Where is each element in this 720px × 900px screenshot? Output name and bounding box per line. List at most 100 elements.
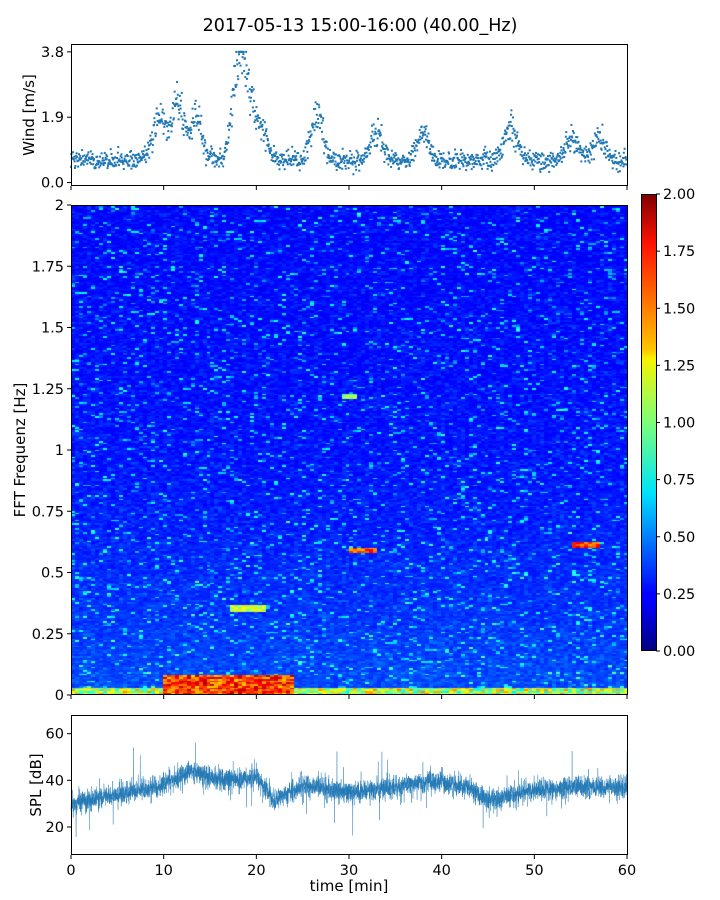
wind-point	[502, 136, 505, 139]
wind-point	[84, 158, 87, 161]
wind-point	[216, 156, 219, 159]
wind-point	[243, 57, 246, 60]
wind-point	[91, 153, 94, 156]
wind-point	[519, 144, 522, 147]
wind-point	[208, 155, 211, 158]
wind-y-tick-label: 1.9	[41, 110, 64, 126]
wind-point	[494, 148, 497, 151]
wind-point	[461, 156, 464, 159]
colorbar-ticks: 0.00 0.25 0.50 0.75 1.00 1.25 1.50 1.75 2.00	[656, 187, 695, 660]
wind-point	[303, 156, 306, 159]
wind-point	[453, 166, 456, 169]
wind-point	[129, 155, 132, 158]
wind-point	[393, 154, 396, 157]
wind-point	[83, 154, 86, 157]
wind-point	[410, 149, 413, 152]
wind-point	[125, 159, 128, 162]
wind-point	[338, 155, 341, 158]
wind-point	[621, 161, 624, 164]
wind-point	[334, 153, 337, 156]
wind-point	[81, 162, 84, 165]
wind-point	[484, 156, 487, 159]
wind-point	[117, 159, 120, 162]
wind-point	[149, 142, 152, 145]
wind-point	[73, 155, 76, 158]
wind-point	[623, 163, 626, 166]
wind-point	[515, 134, 518, 137]
wind-point	[575, 136, 578, 139]
wind-point	[588, 149, 591, 152]
wind-point	[519, 153, 522, 156]
wind-point	[154, 132, 157, 135]
wind-point	[271, 156, 274, 159]
wind-point	[137, 161, 140, 164]
wind-point	[587, 159, 590, 162]
wind-point	[313, 123, 316, 126]
colorbar-tick-label: 2.00	[663, 187, 695, 203]
wind-scatter-panel: 0.0 1.9 3.8 Wind [m/s]	[20, 44, 628, 192]
wind-point	[77, 165, 80, 168]
wind-point	[442, 152, 445, 155]
wind-point	[179, 104, 182, 107]
wind-point	[496, 151, 499, 154]
wind-point	[569, 150, 572, 153]
wind-point	[333, 163, 336, 166]
wind-point	[305, 142, 308, 145]
wind-point	[488, 157, 491, 160]
wind-point	[409, 161, 412, 164]
wind-point	[565, 141, 568, 144]
wind-point	[592, 144, 595, 147]
wind-point	[496, 146, 499, 149]
wind-point	[89, 150, 92, 153]
wind-point	[142, 150, 145, 153]
wind-point	[333, 156, 336, 159]
wind-point	[545, 157, 548, 160]
wind-point	[417, 138, 420, 141]
wind-point	[131, 153, 134, 156]
wind-point	[572, 131, 575, 134]
wind-point	[332, 152, 335, 155]
wind-point	[404, 158, 407, 161]
wind-point	[183, 112, 186, 115]
wind-point	[543, 167, 546, 170]
wind-point	[110, 163, 113, 166]
wind-point	[80, 157, 83, 160]
wind-point	[98, 155, 101, 158]
wind-point	[543, 163, 546, 166]
wind-point	[169, 120, 172, 123]
wind-point	[327, 153, 330, 156]
wind-point	[180, 91, 183, 94]
wind-point	[228, 124, 231, 127]
wind-point	[184, 120, 187, 123]
wind-point	[371, 130, 374, 133]
wind-point	[419, 131, 422, 134]
wind-point	[301, 160, 304, 163]
wind-point	[336, 162, 339, 165]
wind-point	[442, 166, 445, 169]
wind-point	[128, 159, 131, 162]
wind-point	[230, 125, 233, 128]
wind-point	[137, 152, 140, 155]
wind-point	[161, 108, 164, 111]
wind-point	[242, 53, 245, 56]
wind-point	[240, 50, 243, 53]
wind-point	[100, 162, 103, 165]
wind-point	[82, 163, 85, 166]
wind-point	[275, 151, 278, 154]
wind-point	[180, 99, 183, 102]
wind-point	[420, 125, 423, 128]
wind-point	[264, 132, 267, 135]
wind-point	[281, 153, 284, 156]
wind-point	[176, 103, 179, 106]
wind-point	[591, 147, 594, 150]
wind-point	[213, 165, 216, 168]
wind-point	[75, 152, 78, 155]
wind-point	[582, 149, 585, 152]
spl-y-tick-label: 60	[46, 727, 64, 743]
wind-point	[253, 110, 256, 113]
wind-point	[391, 157, 394, 160]
wind-point	[573, 150, 576, 153]
wind-point	[354, 161, 357, 164]
wind-point	[106, 155, 109, 158]
wind-point	[508, 124, 511, 127]
